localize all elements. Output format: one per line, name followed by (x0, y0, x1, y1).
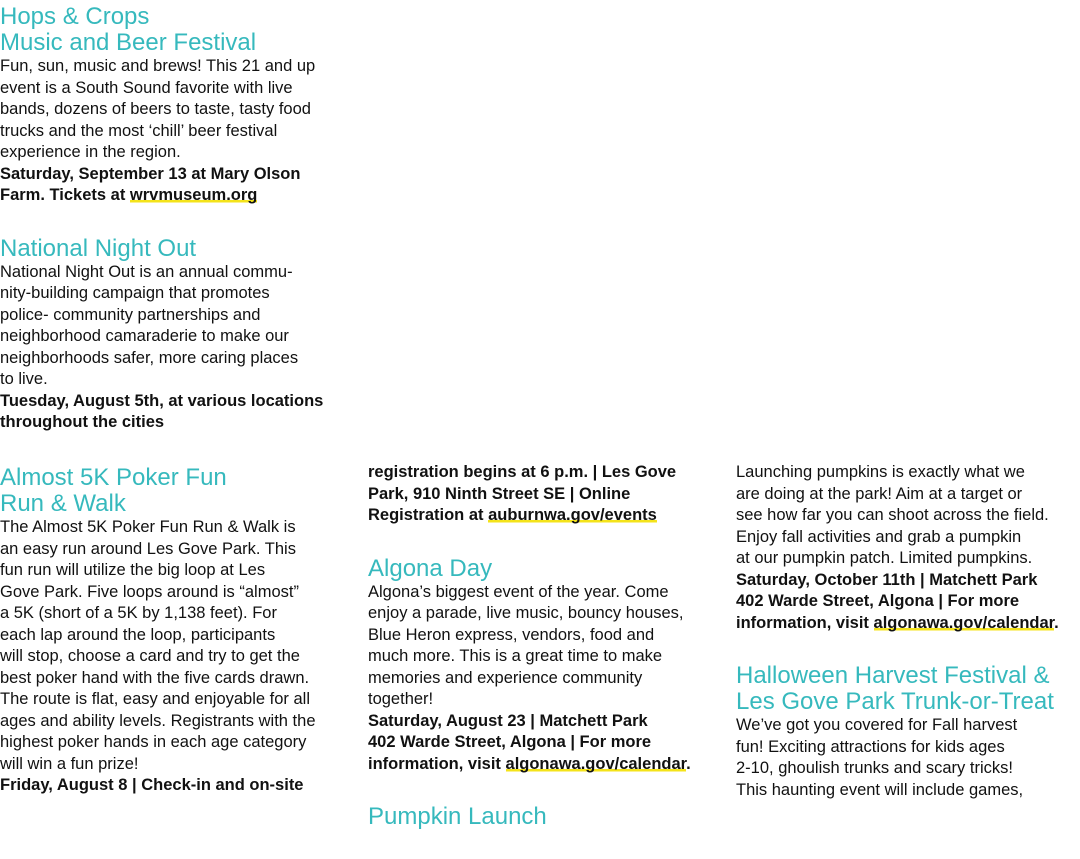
body-line: memories and experience community (368, 668, 643, 687)
event: Algona Day Algona’s biggest event of the … (368, 554, 718, 776)
details-line: information, visit algonawa.gov/calendar… (736, 613, 1080, 635)
body-line: Enjoy fall activities and grab a pumpkin (736, 527, 1022, 546)
body-line: Launching pumpkins is exactly what we (736, 463, 1025, 481)
body-line: see how far you can shoot across the fie… (736, 506, 1049, 524)
body-line: nity-building campaign that promotes (0, 284, 270, 302)
event-title: Almost 5K Poker Fun (0, 464, 227, 491)
event: Hops & Crops Music and Beer Festival Fun, … (0, 4, 350, 207)
body-line: much more. This is a great time to make (368, 647, 663, 665)
event-title: Music and Beer Festival (0, 29, 257, 56)
column: Almost 5K Poker Fun Run & Walk The Almost … (0, 465, 350, 826)
event: registration begins at 6 p.m. | Les Gove… (368, 462, 718, 527)
body-line: an easy run around Les Gove Park. This (0, 539, 296, 558)
body-line: Fun, sun, music and brews! This 21 and u… (0, 57, 316, 75)
details-line: Tuesday, August 5th, at various location… (0, 391, 324, 410)
details-text: information, visit (736, 613, 874, 632)
details-line: 402 Warde Street, Algona | For more (736, 592, 1020, 610)
body-line: bands, dozens of beers to taste, tasty f… (0, 100, 311, 118)
body-line: neighborhoods safer, more caring places (0, 348, 299, 367)
details-line: Saturday, October 11th | Matchett Park (736, 570, 1038, 589)
details-text: information, visit (368, 754, 506, 773)
details-line: registration begins at 6 p.m. | Les Gove (368, 463, 677, 481)
event: Pumpkin Launch (368, 804, 718, 830)
body-line: are doing at the park! Aim at a target o… (736, 484, 1023, 503)
event: National Night Out National Night Out is … (0, 234, 350, 434)
body-line: Blue Heron express, vendors, food and (368, 625, 655, 644)
details-line: Friday, August 8 | Check-in and on-site (0, 776, 304, 794)
body-line: experience in the region. (0, 143, 181, 161)
details-text: Farm. Tickets at (0, 186, 130, 204)
event-title: Run & Walk (0, 490, 126, 517)
body-line: The route is flat, easy and enjoyable fo… (0, 690, 311, 708)
body-line: event is a South Sound favorite with liv… (0, 78, 293, 97)
body-line: trucks and the most ‘chill’ beer festiva… (0, 121, 278, 140)
body-line: enjoy a parade, live music, bouncy house… (368, 604, 684, 622)
body-line: We’ve got you covered for Fall harvest (736, 716, 1018, 734)
body-line: Algona’s biggest event of the year. Come (368, 582, 669, 601)
event-title: Pumpkin Launch (368, 803, 547, 830)
body-line: at our pumpkin patch. Limited pumpkins. (736, 549, 1033, 567)
column: Hops & Crops Music and Beer Festival Fun, … (0, 4, 350, 463)
event-title: Les Gove Park Trunk-or-Treat (736, 688, 1054, 715)
punctuation: . (1054, 613, 1059, 632)
details-text: Registration at (368, 506, 489, 524)
body-line: fun run will utilize the big loop at Les (0, 561, 266, 579)
link[interactable]: wrvmuseum.org (129, 186, 258, 204)
body-line: will win a fun prize! (0, 754, 139, 773)
body-line: The Almost 5K Poker Fun Run & Walk is (0, 518, 296, 536)
punctuation: . (686, 754, 691, 773)
event: Launching pumpkins is exactly what we are… (736, 462, 1080, 634)
link[interactable]: algonawa.gov/calendar (505, 754, 687, 773)
details-line: information, visit algonawa.gov/calendar… (368, 754, 718, 776)
details-line: Park, 910 Ninth Street SE | Online (368, 484, 631, 503)
body-line: best poker hand with the five cards draw… (0, 668, 310, 687)
body-line: 2-10, ghoulish trunks and scary tricks! (736, 759, 1013, 777)
details-line: Saturday, September 13 at Mary Olson (0, 164, 301, 183)
event-title: Halloween Harvest Festival & (736, 662, 1050, 689)
details-line: 402 Warde Street, Algona | For more (368, 733, 652, 751)
body-line: each lap around the loop, participants (0, 625, 276, 644)
link[interactable]: algonawa.gov/calendar (873, 613, 1055, 632)
body-line: a 5K (short of a 5K by 1,138 feet). For (0, 604, 277, 622)
body-line: together! (368, 690, 434, 708)
body-line: to live. (0, 370, 48, 388)
column: registration begins at 6 p.m. | Les Gove… (368, 462, 718, 859)
body-line: National Night Out is an annual commu- (0, 262, 293, 281)
event: Halloween Harvest Festival & Les Gove Par… (736, 663, 1080, 801)
page: {"columns":[ [ {"title":["Hops & Crops",… (0, 3, 1059, 830)
body-line: fun! Exciting attractions for kids ages (736, 737, 1005, 756)
body-line: highest poker hands in each age category (0, 733, 307, 751)
body-line: Gove Park. Five loops around is “almost” (0, 582, 299, 601)
event-title: National Night Out (0, 234, 197, 262)
details-line: Registration at auburnwa.gov/events (368, 505, 718, 527)
event: Almost 5K Poker Fun Run & Walk The Almost … (0, 465, 350, 797)
column: Launching pumpkins is exactly what we are… (736, 462, 1080, 830)
event-title: Algona Day (368, 554, 493, 582)
body-line: ages and ability levels. Registrants wit… (0, 711, 316, 730)
link[interactable]: auburnwa.gov/events (488, 506, 657, 524)
body-line: neighborhood camaraderie to make our (0, 327, 289, 345)
details-line: Saturday, August 23 | Matchett Park (368, 711, 648, 730)
body-line: police- community partnerships and (0, 305, 261, 324)
body-line: will stop, choose a card and try to get … (0, 647, 300, 665)
event-title: Hops & Crops (0, 3, 150, 30)
details-line: throughout the cities (0, 413, 165, 431)
details-line: Farm. Tickets at wrvmuseum.org (0, 185, 350, 207)
body-line: This haunting event will include games, (736, 780, 1024, 799)
